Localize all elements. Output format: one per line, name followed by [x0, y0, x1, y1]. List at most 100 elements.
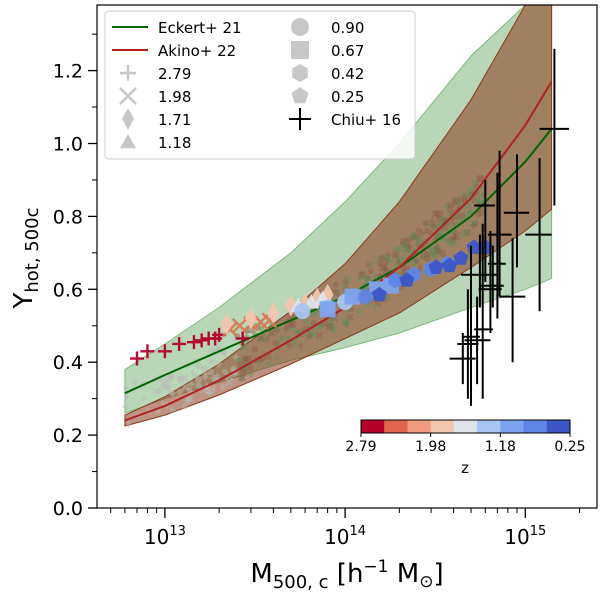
- sim-point: [247, 326, 254, 334]
- sim-point: [378, 254, 386, 262]
- sim-point: [206, 389, 213, 397]
- sim-point: [367, 268, 374, 274]
- sim-point: [459, 215, 465, 225]
- colorbar-tick-label: 0.25: [554, 439, 585, 455]
- sim-point: [433, 247, 440, 255]
- sim-point: [369, 259, 375, 269]
- sim-point: [449, 238, 459, 247]
- sim-point: [393, 260, 399, 269]
- sim-point: [374, 300, 382, 307]
- sim-point: [201, 373, 209, 381]
- legend-label: 0.25: [331, 88, 364, 106]
- sim-point: [363, 275, 371, 283]
- sim-point: [463, 229, 471, 236]
- sim-point: [345, 313, 354, 322]
- legend-label: 0.42: [331, 65, 364, 83]
- sim-point: [202, 370, 210, 378]
- legend-marker-square: [291, 41, 309, 59]
- sim-point: [451, 234, 457, 244]
- sim-point: [400, 255, 408, 262]
- sim-point: [238, 373, 247, 382]
- svg-text:Yhot, 500c: Yhot, 500c: [9, 207, 43, 309]
- sim-point: [471, 220, 479, 228]
- colorbar-tick-label: 2.79: [345, 439, 376, 455]
- sim-point: [436, 210, 443, 217]
- legend-label: 2.79: [158, 65, 191, 83]
- colorbar-swatch: [430, 420, 455, 433]
- sim-point: [446, 204, 456, 213]
- sim-point: [470, 220, 478, 227]
- chiu-point: [474, 180, 496, 282]
- y-axis: 0.0 0.2 0.4 0.6 0.8 1.0 1.2: [53, 33, 97, 520]
- colorbar-swatch: [546, 420, 571, 433]
- sim-point: [364, 261, 372, 269]
- series-point-z-2.79: [186, 335, 201, 350]
- legend: Eckert+ 21 Akino+ 22 2.79 1.98 1.71 1.18 0.90 0…: [104, 10, 416, 160]
- sim-point: [342, 319, 350, 327]
- sim-point: [428, 250, 436, 257]
- colorbar-ticks: 2.79 1.98 1.18 0.25: [345, 433, 586, 455]
- sim-point: [393, 246, 399, 253]
- sim-point: [221, 349, 227, 358]
- x-tick-label: 1014: [324, 524, 366, 549]
- sim-point: [245, 355, 253, 363]
- sim-point: [410, 232, 417, 240]
- sim-point: [424, 227, 431, 235]
- sim-point: [186, 395, 192, 405]
- sim-point: [164, 384, 172, 391]
- sim-point: [467, 185, 474, 193]
- legend-label: 0.67: [331, 42, 364, 60]
- sim-point: [167, 388, 174, 395]
- sim-point: [458, 213, 466, 220]
- sim-point: [308, 331, 316, 338]
- sim-point: [242, 355, 249, 362]
- sim-point: [376, 260, 384, 267]
- sim-point: [410, 233, 418, 240]
- sim-point: [188, 380, 195, 388]
- sim-point: [435, 215, 443, 223]
- sim-point: [459, 230, 465, 240]
- sim-point: [448, 240, 456, 248]
- sim-point: [273, 327, 281, 334]
- sim-point: [456, 203, 462, 213]
- sim-point: [423, 251, 431, 258]
- sim-point: [429, 222, 437, 230]
- sim-point: [318, 323, 325, 331]
- sim-point: [214, 373, 220, 380]
- sim-point: [371, 302, 377, 312]
- sim-point: [405, 236, 412, 244]
- series-point-z-2.79: [129, 351, 144, 366]
- x-axis-label: M500, c [h−1 M⊙]: [250, 557, 443, 593]
- sim-point: [437, 230, 444, 237]
- sim-point: [355, 308, 363, 314]
- sim-point: [284, 320, 292, 328]
- sim-point: [330, 327, 337, 334]
- sim-point: [393, 254, 401, 261]
- chiu-point: [464, 296, 491, 385]
- legend-marker-plus: [120, 65, 136, 81]
- sim-point: [268, 329, 275, 337]
- sim-point: [428, 218, 436, 225]
- sim-point: [414, 236, 424, 245]
- sim-point: [364, 274, 371, 281]
- sim-point: [417, 262, 423, 272]
- sim-point: [278, 335, 285, 342]
- sim-point: [303, 317, 310, 325]
- sim-point: [470, 222, 477, 229]
- series-point-z-1.71: [244, 307, 257, 330]
- sim-point: [401, 239, 407, 249]
- y-tick-label: 0.8: [53, 206, 83, 228]
- sim-point: [344, 275, 351, 283]
- sim-point: [181, 403, 188, 410]
- sim-point: [256, 336, 264, 343]
- legend-marker-pentagon: [291, 87, 309, 104]
- colorbar-swatch: [384, 420, 408, 433]
- series-point-z-0.25: [442, 257, 458, 273]
- sim-point: [475, 196, 481, 206]
- sim-point: [289, 320, 296, 328]
- sim-point: [396, 245, 405, 254]
- series-point-z-0.25: [428, 259, 444, 274]
- series-point-z-1.71: [321, 284, 334, 306]
- sim-point: [123, 383, 129, 393]
